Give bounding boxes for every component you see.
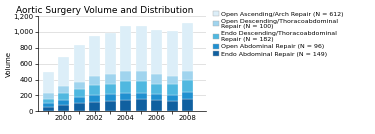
Bar [105, 84, 116, 94]
Bar [166, 100, 178, 111]
Text: Aortic Surgery Volume and Distribution: Aortic Surgery Volume and Distribution [15, 6, 193, 15]
Bar [182, 71, 193, 80]
Bar [105, 33, 116, 74]
Bar [120, 93, 131, 100]
Bar [182, 80, 193, 92]
Bar [43, 99, 54, 103]
Bar [182, 99, 193, 111]
Bar [89, 102, 101, 111]
Bar [166, 31, 178, 76]
Bar [74, 97, 85, 103]
Bar [58, 57, 69, 86]
Bar [89, 76, 101, 85]
Bar [89, 36, 101, 76]
Bar [136, 99, 147, 111]
Bar [151, 94, 162, 100]
Bar [151, 84, 162, 94]
Bar [166, 95, 178, 100]
Bar [120, 81, 131, 93]
Bar [58, 93, 69, 100]
Bar [136, 26, 147, 71]
Bar [136, 71, 147, 81]
Bar [89, 85, 101, 95]
Bar [105, 94, 116, 101]
Bar [89, 95, 101, 102]
Y-axis label: Volume: Volume [6, 51, 12, 77]
Bar [74, 82, 85, 89]
Bar [136, 93, 147, 99]
Bar [43, 103, 54, 107]
Bar [151, 30, 162, 74]
Bar [182, 23, 193, 71]
Bar [58, 86, 69, 93]
Bar [166, 84, 178, 95]
Bar [74, 103, 85, 111]
Bar [74, 45, 85, 82]
Bar [74, 89, 85, 97]
Legend: Open Ascending/Arch Repair (N = 612), Open Descending/Thoracoabdominal
Repair (N: Open Ascending/Arch Repair (N = 612), Op… [213, 11, 344, 57]
Bar [58, 100, 69, 105]
Bar [105, 101, 116, 111]
Bar [58, 105, 69, 111]
Bar [43, 93, 54, 99]
Bar [151, 74, 162, 84]
Bar [120, 71, 131, 81]
Bar [43, 107, 54, 111]
Bar [136, 81, 147, 93]
Bar [105, 74, 116, 84]
Bar [166, 76, 178, 84]
Bar [120, 26, 131, 71]
Bar [120, 100, 131, 111]
Bar [151, 100, 162, 111]
Bar [182, 92, 193, 99]
Bar [43, 72, 54, 93]
